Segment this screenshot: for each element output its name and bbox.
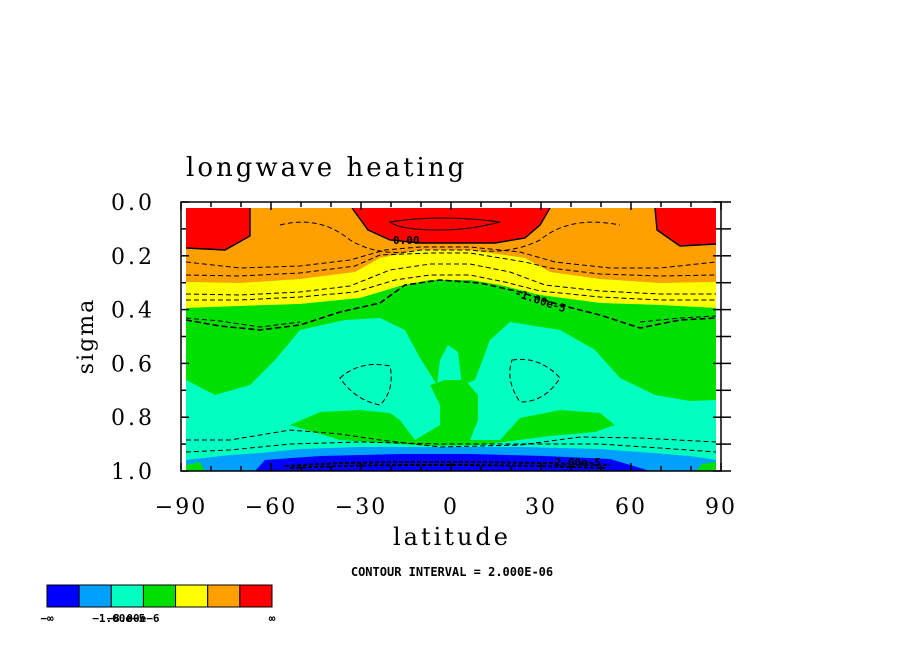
contour-dashed-6	[186, 317, 301, 328]
contour-zero-north	[654, 208, 716, 247]
contour-minus-1e-5	[186, 279, 716, 331]
contour-dashed-5	[186, 274, 716, 301]
x-axis-label: latitude	[393, 523, 511, 551]
x-tick-label: 90	[705, 495, 737, 520]
chart-title: longwave heating	[186, 153, 467, 183]
y-ticks	[181, 201, 731, 472]
contour-min-cluster	[284, 461, 611, 467]
colorbar-swatch	[175, 584, 209, 608]
contour-zero-south	[186, 208, 251, 251]
plot-frame	[180, 201, 731, 472]
region-red-tropics-top	[352, 208, 550, 243]
contour-inner-top	[388, 217, 501, 231]
region-yellow-band	[186, 250, 716, 308]
x-tick-label: −30	[335, 495, 387, 520]
x-tick-label: −60	[245, 495, 297, 520]
contour-dashed-7	[639, 315, 716, 323]
colorbar-swatch	[46, 584, 80, 608]
region-red-south-pole	[186, 208, 250, 250]
colorbar-swatch	[142, 584, 177, 608]
x-ticks	[180, 202, 722, 471]
contour-dashed-3	[186, 252, 716, 277]
contour-dashed-11	[186, 441, 716, 453]
colorbar-labels: −∞ −1.60e−5−8.00e−6 ∞	[40, 612, 275, 625]
y-tick-label: 0.6	[111, 352, 155, 377]
x-tick-labels: −90 −60 −30 0 30 60 90	[155, 495, 737, 520]
contour-label-zero: 0.00	[393, 234, 420, 247]
x-tick-label: −90	[155, 495, 207, 520]
colorbar	[46, 584, 273, 608]
colorbar-swatch	[78, 584, 112, 608]
colorbar-swatch	[110, 584, 144, 608]
y-axis-label: sigma	[74, 298, 99, 374]
colorbar-tick-label: −8.00e−6	[107, 612, 160, 625]
contour-zero-center	[351, 208, 551, 244]
x-tick-label: 30	[525, 495, 557, 520]
contour-lines	[186, 208, 716, 469]
region-red-north-pole	[655, 208, 716, 246]
contour-min-cluster-2	[289, 464, 606, 469]
region-mid-green	[186, 280, 716, 401]
x-tick-label: 0	[443, 495, 459, 520]
y-tick-label: 1.0	[111, 460, 155, 485]
region-edge-green-left	[186, 462, 205, 471]
colorbar-swatch	[207, 584, 241, 608]
colorbar-tick-label: ∞	[269, 612, 276, 625]
contour-label-minus-2e-5: -2.00e-5	[548, 456, 601, 469]
colorbar-tick-label: −1.60e−5	[92, 612, 145, 625]
contour-interval-note: CONTOUR INTERVAL = 2.000E-06	[351, 565, 553, 579]
y-tick-label: 0.2	[111, 245, 155, 270]
contour-dashed-4	[186, 263, 716, 296]
colorbar-swatch	[239, 584, 273, 608]
contour-dashed-8	[339, 364, 392, 406]
y-tick-label: 0.0	[111, 191, 155, 216]
contour-dashed-1	[279, 221, 621, 253]
y-tick-label: 0.8	[111, 406, 155, 431]
y-tick-label: 0.4	[111, 299, 155, 324]
y-tick-labels: 0.0 0.2 0.4 0.6 0.8 1.0	[111, 191, 155, 485]
x-tick-label: 60	[615, 495, 647, 520]
contour-dashed-2	[186, 246, 716, 269]
region-edge-green-right	[696, 462, 716, 471]
colorbar-tick-label: −∞	[40, 612, 54, 625]
contour-dashed-9	[509, 358, 561, 403]
region-lower-green-lobe	[290, 380, 615, 446]
